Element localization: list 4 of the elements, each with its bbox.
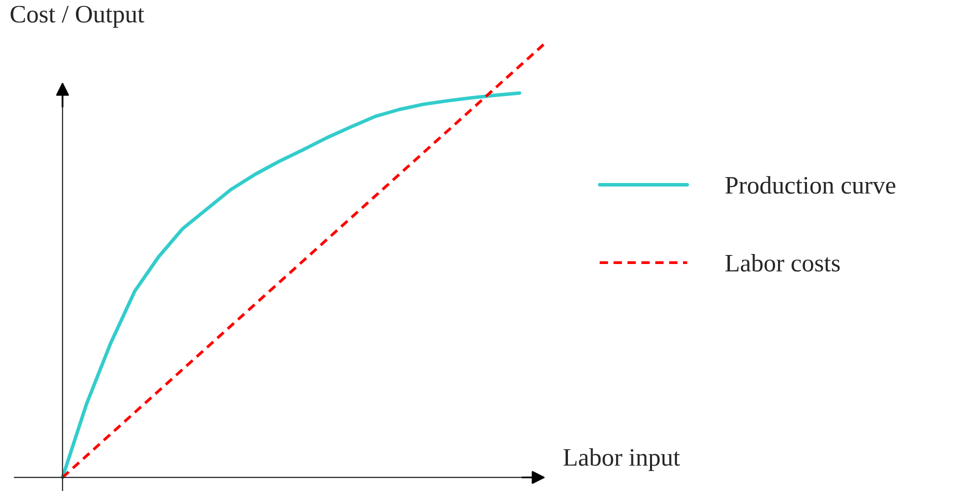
legend-label: Labor costs: [725, 254, 840, 272]
legend-label: Production curve: [725, 176, 896, 194]
x-axis-title: Labor input: [563, 448, 680, 471]
y-axis-title: Cost / Output: [10, 6, 144, 28]
